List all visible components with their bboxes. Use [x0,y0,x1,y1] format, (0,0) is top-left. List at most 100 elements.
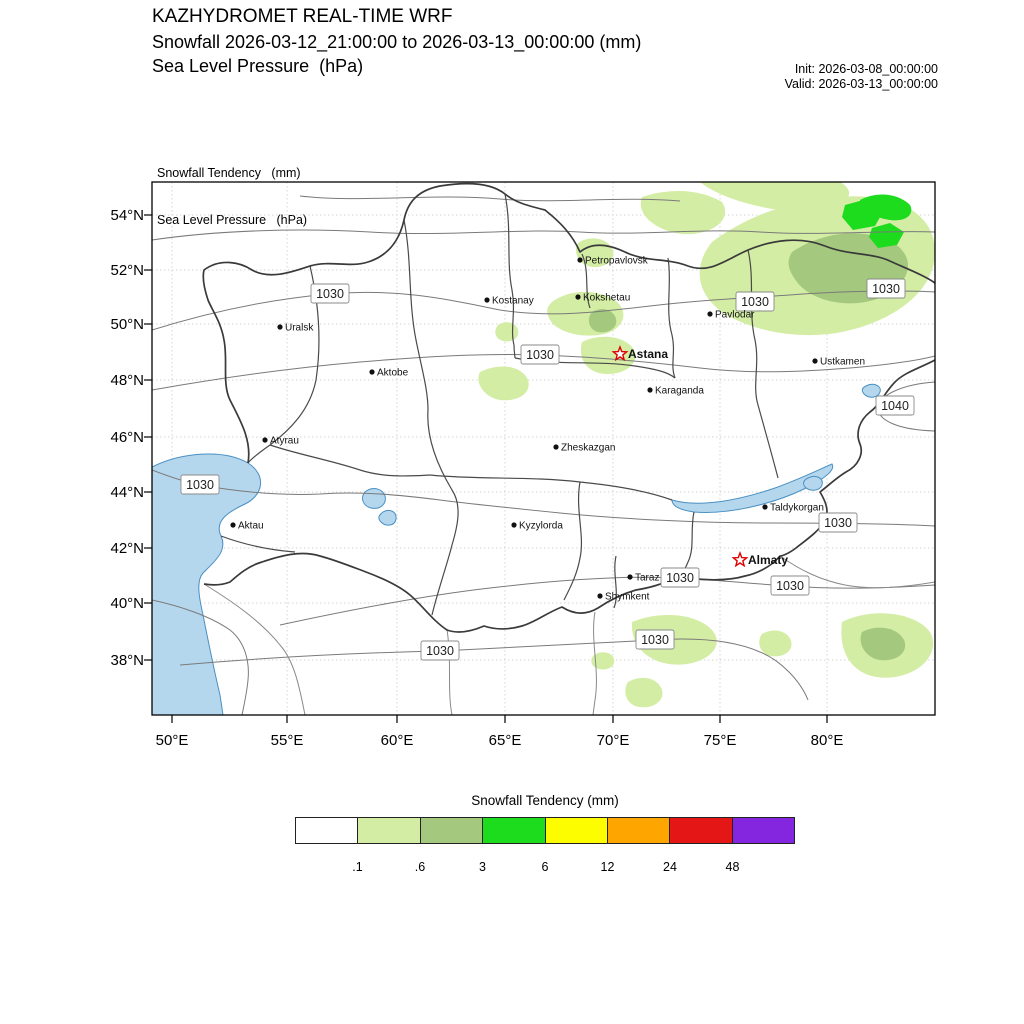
oblast-border-line [757,404,779,479]
small-lake [861,383,881,398]
colorbar-tick-label: .6 [414,860,426,874]
pressure-label: 1030 [660,567,700,588]
city-label: Kokshetau [583,293,630,304]
colorbar-ticks: .1 .6 3 6 12 24 48 [295,860,795,876]
pressure-contour [279,576,935,626]
snowfall-shading [478,182,935,708]
city-label: Uralsk [285,323,314,334]
city-dot [762,504,768,510]
city-label: Taldykorgan [770,503,824,514]
capital-label: Almaty [748,553,788,567]
pressure-label-box [735,291,775,312]
pressure-label-text: 1030 [641,633,669,647]
pressure-label-box [660,567,700,588]
oblast-border-line [269,444,431,477]
kazakhstan-border [202,182,935,464]
city-label: Ustkamen [820,357,865,368]
pressure-contour [152,229,935,241]
country-border-line [779,555,935,589]
pressure-label-box [770,575,810,596]
city-dot [647,387,653,393]
capital-label: Astana [628,347,668,361]
lat-label: 42°N [110,540,144,557]
pressure-label-box [818,512,858,533]
city-marker: Ustkamen [812,357,865,368]
city-marker: Kokshetau [575,293,630,304]
city-marker: Uralsk [277,323,314,334]
aral-sea [362,488,386,509]
lat-label: 52°N [110,262,144,279]
city-marker: Zheskazgan [553,443,615,454]
lon-label: 55°E [271,732,304,749]
city-dot [511,522,517,528]
lat-label: 46°N [110,429,144,446]
snowfall-area-mid [860,627,906,661]
pressure-label: 1030 [310,283,350,304]
pressure-contour [152,353,935,391]
oblast-border-line [504,193,516,359]
map-frame [144,181,936,723]
pressure-contour [179,638,809,701]
lon-label: 70°E [597,732,630,749]
country-border-line [446,629,453,715]
pressure-contour [299,195,681,202]
city-marker: Taldykorgan [762,503,824,514]
city-label: Karaganda [655,386,704,397]
snowfall-area-light [625,677,663,708]
capital-star-icon [732,552,748,567]
country-border-line [592,611,597,715]
city-dot [262,437,268,443]
city-marker: Aktau [230,521,264,532]
snowfall-area-light [591,652,615,670]
oblast-border-line [613,555,617,609]
city-label: Shymkent [605,592,650,603]
city-label: Zheskazgan [561,443,615,454]
lon-label: 60°E [381,732,414,749]
city-dot [577,257,583,263]
run-times: Init: 2026-03-08_00:00:00 Valid: 2026-03… [785,62,938,92]
colorbar-cell [606,817,671,844]
init-time: Init: 2026-03-08_00:00:00 [794,62,938,76]
city-dot [597,593,603,599]
colorbar-tick-label: 48 [725,860,740,874]
oblast-border-line [429,474,673,501]
snowfall-area-light [759,630,792,657]
pressure-label: 1030 [635,629,675,650]
small-lake [803,475,823,491]
lat-label: 54°N [110,207,144,224]
city-marker: Karaganda [647,386,704,397]
snowfall-area-light [495,322,519,342]
oblast-border-line [403,219,459,616]
colorbar-tick-label: 24 [663,860,677,874]
pressure-label-box [180,474,220,495]
lat-label: 38°N [110,652,144,669]
city-marker: Petropavlovsk [577,256,649,267]
page-title: KAZHYDROMET REAL-TIME WRF [152,6,453,27]
lat-label: 44°N [110,484,144,501]
pressure-label-box [310,283,350,304]
lon-label: 80°E [811,732,844,749]
water-bodies [152,383,881,715]
page-subtitle-pressure: Sea Level Pressure (hPa) [152,56,364,76]
colorbar [295,817,795,844]
snowfall-area-heavy [869,223,904,248]
snowfall-area-mid [588,309,617,333]
map-legend: Snowfall Tendency (mm) Sea Level Pressur… [157,135,307,244]
city-dot [812,358,818,364]
axis-labels: 54°N 52°N 50°N 48°N 46°N 44°N 42°N 40°N … [110,207,843,749]
city-label: Taraz [635,573,659,584]
pressure-label-text: 1030 [526,348,554,362]
pressure-label: 1030 [735,291,775,312]
colorbar-cell [419,817,484,844]
colorbar-cell [357,817,421,844]
oblast-border-line [563,481,583,601]
lon-label: 50°E [156,732,189,749]
colorbar-cell [669,817,733,844]
map-legend-line1: Snowfall Tendency (mm) [157,166,301,180]
city-label: Aktau [238,521,264,532]
capital-marker-almaty: Almaty [732,552,788,567]
pressure-label-box [875,395,915,416]
colorbar-title: Snowfall Tendency (mm) [471,793,619,808]
city-dot [575,294,581,300]
city-label: Kostanay [492,296,534,307]
